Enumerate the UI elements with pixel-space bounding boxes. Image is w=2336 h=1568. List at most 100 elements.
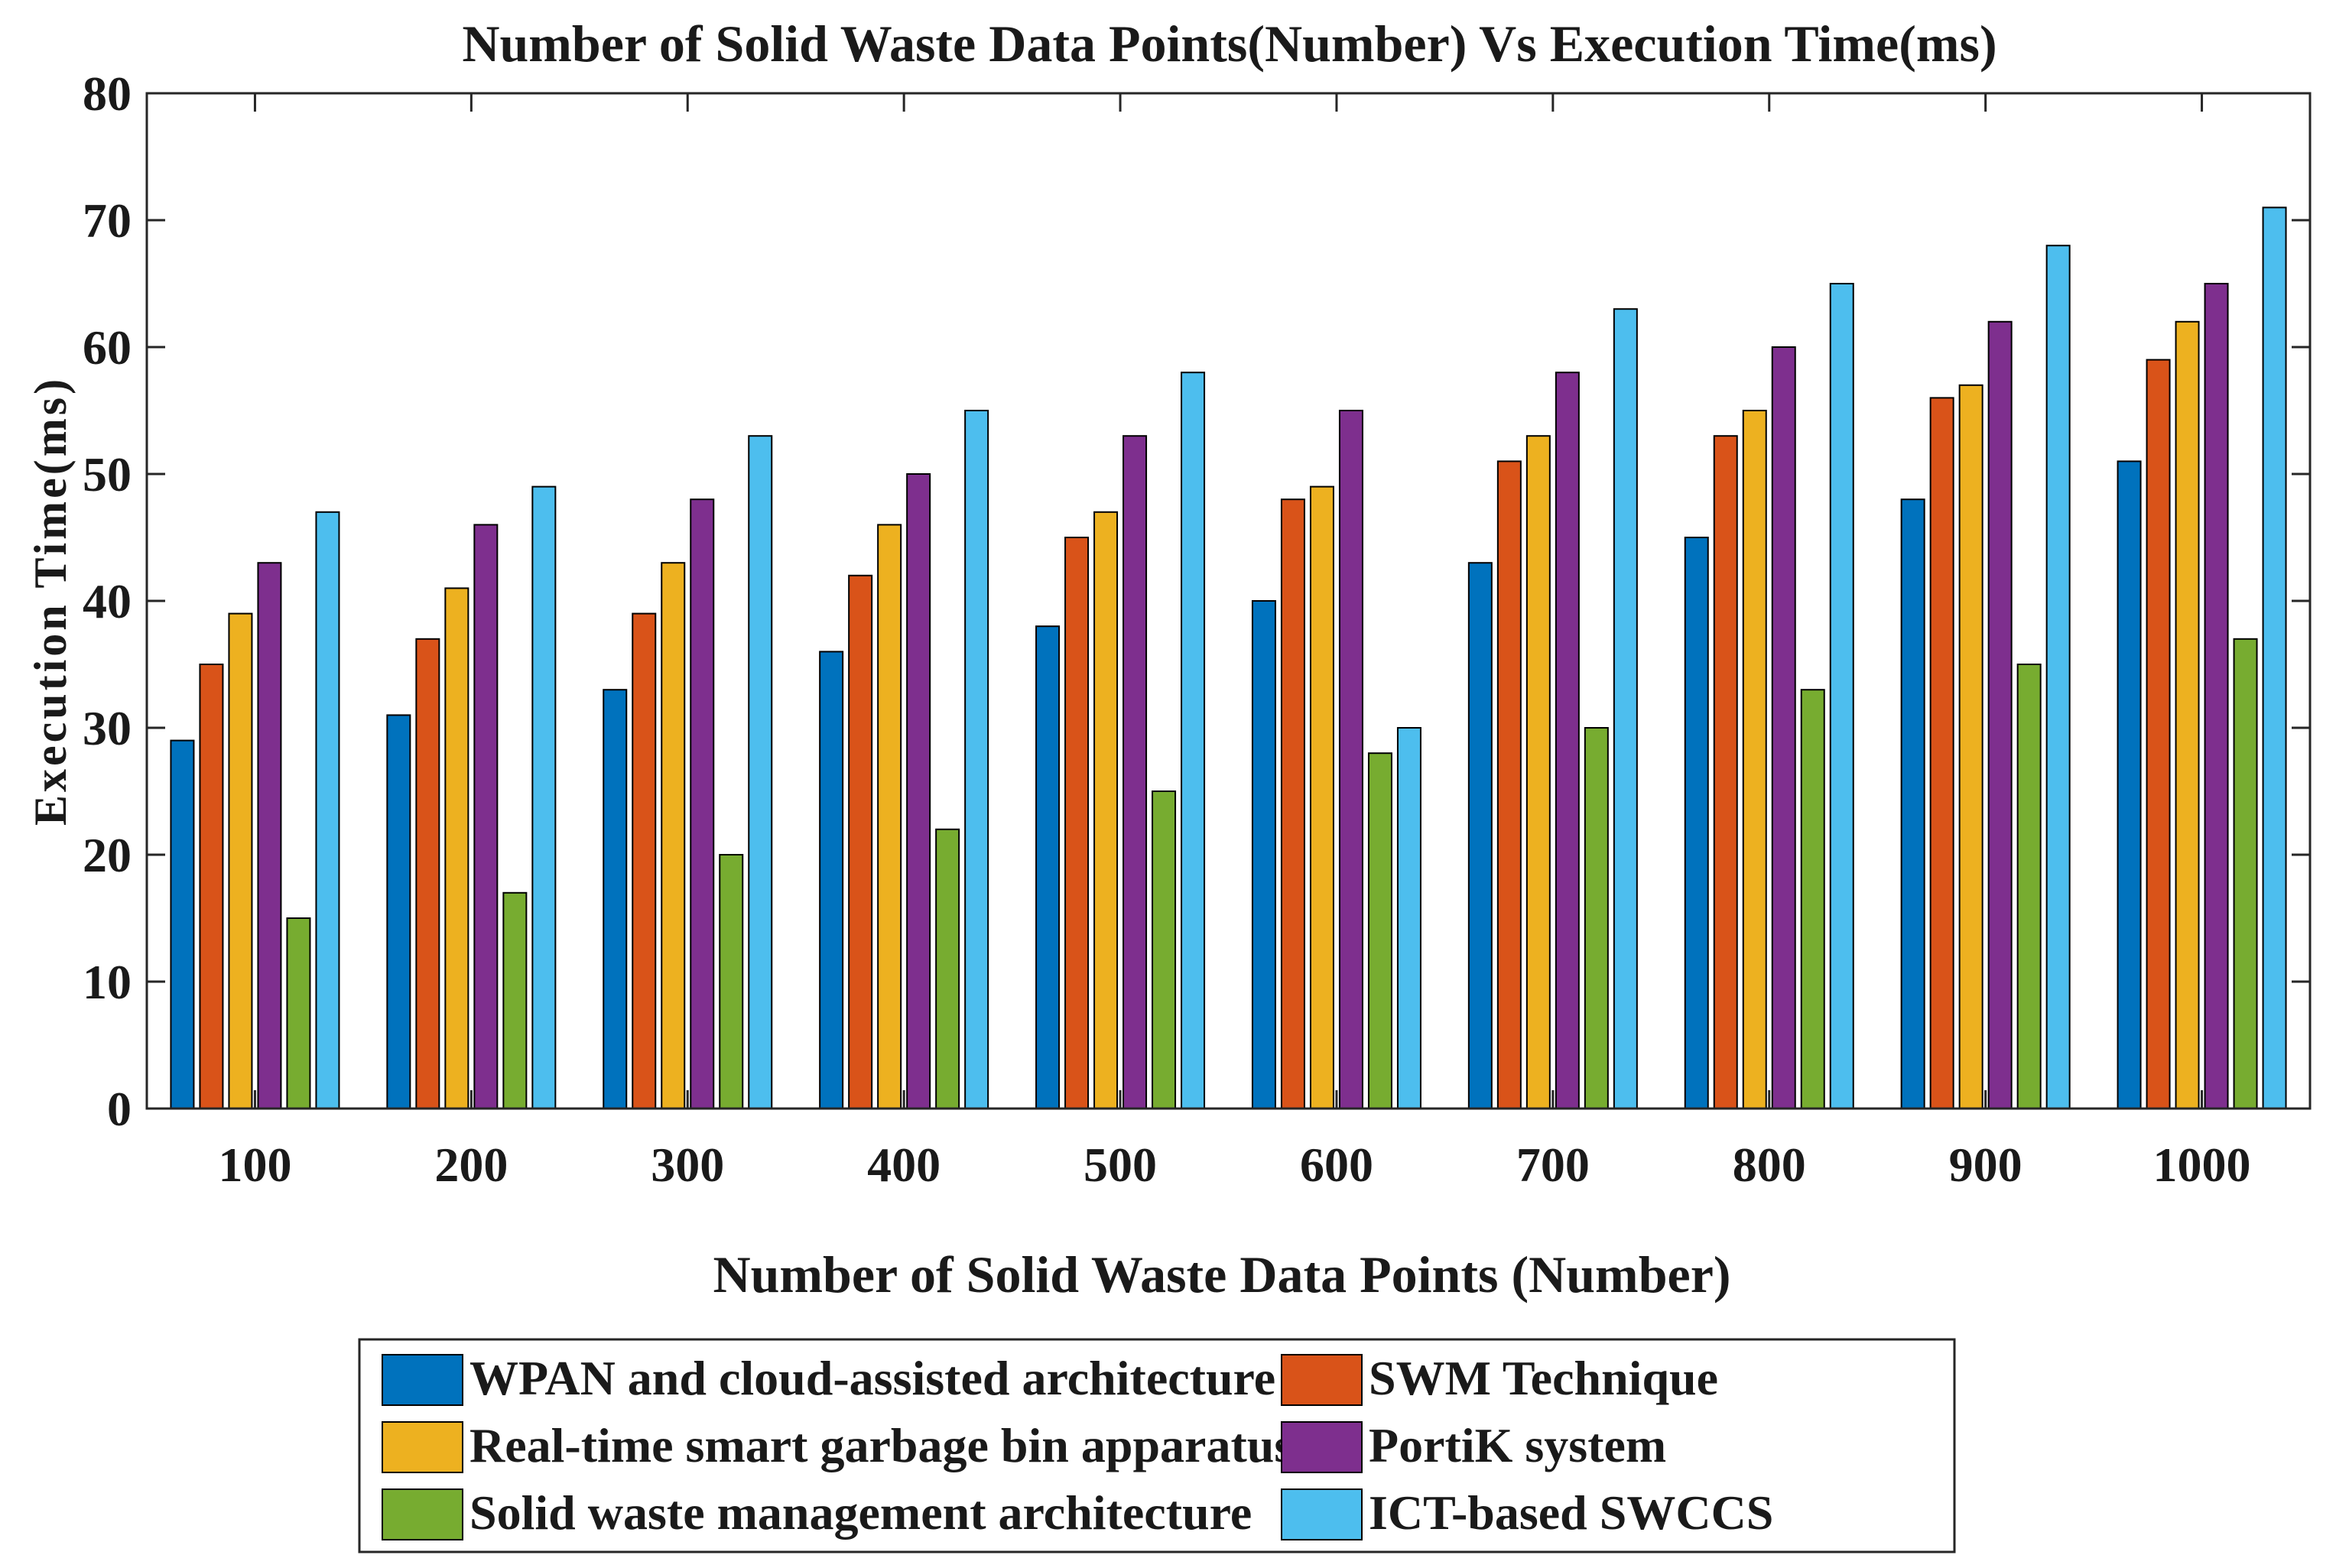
bar-s4-600 — [1338, 410, 1363, 1109]
bar-s6-900 — [2045, 245, 2071, 1110]
x-tick-label: 300 — [651, 1138, 724, 1192]
bar-s1-400 — [819, 651, 844, 1109]
bar-s5-400 — [935, 828, 960, 1110]
bar-s1-100 — [170, 739, 195, 1109]
y-tick-label: 20 — [83, 828, 132, 882]
plot-area — [145, 92, 2312, 1110]
bar-s2-100 — [199, 664, 224, 1109]
bar-s2-700 — [1496, 460, 1522, 1109]
bar-s2-600 — [1280, 498, 1305, 1109]
legend-swatch — [382, 1488, 463, 1540]
bar-s2-500 — [1064, 537, 1090, 1109]
bar-s3-700 — [1525, 435, 1551, 1109]
bar-s2-300 — [632, 612, 657, 1109]
bar-s1-500 — [1035, 625, 1061, 1109]
legend-swatch — [382, 1421, 463, 1473]
legend-swatch — [1281, 1421, 1363, 1473]
y-tick-label: 30 — [83, 701, 132, 755]
bar-s1-800 — [1684, 537, 1709, 1109]
bar-s2-900 — [1929, 397, 1954, 1109]
bar-s3-800 — [1742, 410, 1767, 1109]
chart-title: Number of Solid Waste Data Points(Number… — [462, 15, 1996, 73]
x-tick-label: 100 — [218, 1138, 291, 1192]
x-tick-label: 800 — [1733, 1138, 1806, 1192]
bar-s5-200 — [502, 891, 528, 1110]
y-tick-label: 80 — [83, 67, 132, 121]
bar-s1-900 — [1900, 498, 1925, 1109]
x-axis-label: Number of Solid Waste Data Points (Numbe… — [713, 1245, 1730, 1303]
bar-s6-500 — [1181, 372, 1206, 1109]
y-tick-label: 10 — [83, 955, 132, 1009]
legend-label: PortiK system — [1369, 1418, 1666, 1472]
bar-s5-800 — [1800, 689, 1825, 1109]
bar-s1-700 — [1467, 562, 1493, 1109]
bars-layer — [170, 206, 2287, 1110]
x-axis-tick-labels: 100 200 300 400 500 600 700 800 900 1000 — [218, 1138, 2250, 1192]
bar-s4-700 — [1555, 372, 1580, 1109]
legend-label: WPAN and cloud-assisted architecture — [469, 1351, 1275, 1405]
bar-s4-900 — [1987, 320, 2013, 1109]
bar-s2-1000 — [2146, 359, 2171, 1110]
bar-s6-400 — [964, 410, 989, 1109]
bar-s1-1000 — [2117, 460, 2142, 1109]
legend-swatch — [1281, 1488, 1363, 1540]
legend-items: WPAN and cloud-assisted architecture SWM … — [382, 1351, 1773, 1540]
bar-s6-1000 — [2262, 206, 2287, 1109]
bar-s6-700 — [1613, 308, 1638, 1110]
bar-s2-400 — [848, 574, 873, 1109]
bar-s4-200 — [473, 524, 499, 1109]
bar-s3-1000 — [2175, 320, 2200, 1109]
y-tick-label: 70 — [83, 193, 132, 248]
y-tick-label: 60 — [83, 320, 132, 375]
axis-ticks — [147, 92, 2310, 1110]
bar-s5-500 — [1152, 790, 1177, 1109]
bar-s3-200 — [444, 587, 469, 1109]
bar-s4-100 — [257, 562, 282, 1109]
bar-s1-300 — [603, 689, 628, 1109]
bar-s5-600 — [1367, 752, 1392, 1109]
x-tick-label: 700 — [1516, 1138, 1590, 1192]
x-tick-label: 500 — [1084, 1138, 1157, 1192]
legend-swatch — [382, 1354, 463, 1406]
bar-s3-400 — [877, 524, 902, 1109]
bar-s2-200 — [415, 638, 440, 1109]
y-tick-label: 50 — [83, 447, 132, 502]
bar-s3-600 — [1309, 485, 1334, 1109]
bar-s4-500 — [1123, 435, 1148, 1109]
bar-s2-800 — [1713, 435, 1738, 1109]
bar-s6-300 — [748, 435, 773, 1109]
legend-label: Real-time smart garbage bin apparatus — [469, 1418, 1293, 1472]
y-axis-tick-labels: 0 10 20 30 40 50 60 70 80 — [83, 67, 132, 1136]
legend-swatch — [1281, 1354, 1363, 1406]
bar-s3-100 — [228, 612, 253, 1109]
bar-s5-1000 — [2233, 638, 2258, 1109]
legend-label: ICT-based SWCCS — [1369, 1485, 1773, 1540]
bar-s4-1000 — [2204, 283, 2229, 1109]
y-axis-label: Execution Time(ms) — [25, 376, 76, 826]
y-tick-label: 40 — [83, 574, 132, 628]
bar-s5-900 — [2016, 664, 2042, 1109]
x-tick-label: 600 — [1300, 1138, 1373, 1192]
bar-s5-700 — [1584, 727, 1609, 1109]
bar-s6-800 — [1829, 283, 1854, 1109]
bar-s5-100 — [286, 917, 311, 1109]
bar-s6-600 — [1396, 727, 1421, 1109]
bar-s3-500 — [1093, 511, 1119, 1109]
bar-s6-200 — [531, 485, 557, 1109]
bar-s5-300 — [719, 854, 744, 1109]
legend-box — [358, 1338, 1956, 1553]
bar-s4-300 — [690, 498, 715, 1109]
bar-s1-600 — [1251, 600, 1276, 1109]
bar-s6-100 — [315, 511, 340, 1109]
bar-s4-800 — [1771, 346, 1796, 1109]
bar-s3-300 — [661, 562, 686, 1109]
legend-label: SWM Technique — [1369, 1351, 1718, 1405]
x-tick-label: 400 — [867, 1138, 941, 1192]
x-tick-label: 200 — [434, 1138, 508, 1192]
x-tick-label: 1000 — [2153, 1138, 2251, 1192]
bar-s3-900 — [1958, 384, 1983, 1109]
legend: WPAN and cloud-assisted architecture SWM … — [358, 1338, 1956, 1553]
bar-s4-400 — [906, 473, 931, 1109]
legend-label: Solid waste management architecture — [469, 1485, 1252, 1540]
